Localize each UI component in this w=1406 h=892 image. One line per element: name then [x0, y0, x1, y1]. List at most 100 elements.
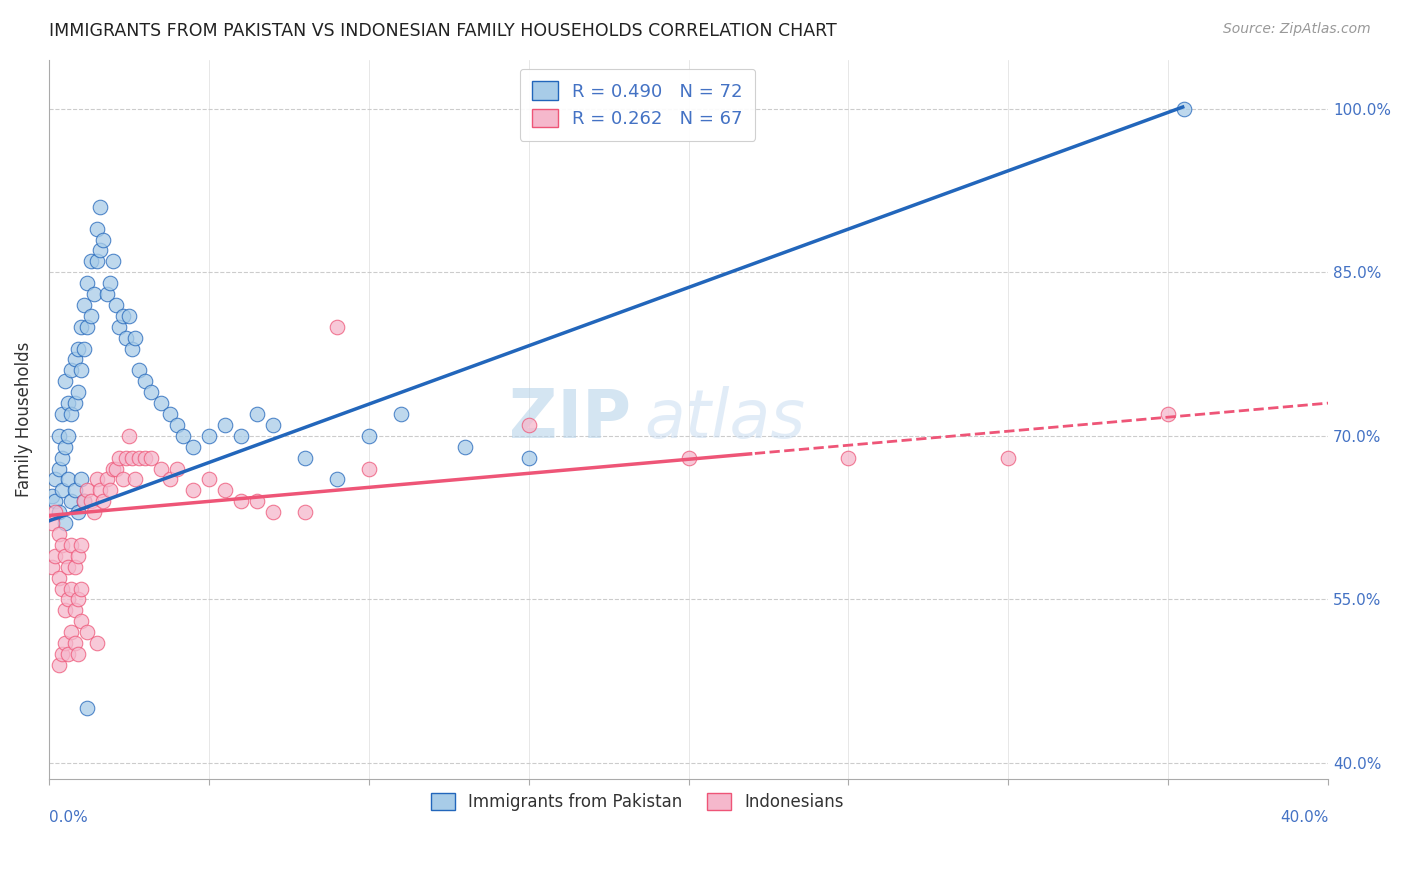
Point: [181, 483, 204, 498]
Point: [118, 429, 141, 443]
Point: [73, 494, 96, 508]
Point: [108, 319, 131, 334]
Point: [48, 657, 70, 672]
Point: [98, 483, 121, 498]
Point: [98, 276, 121, 290]
Point: [326, 472, 349, 486]
Point: [214, 417, 236, 432]
Text: atlas: atlas: [644, 386, 804, 452]
Point: [128, 450, 150, 465]
Point: [83, 287, 105, 301]
Point: [149, 396, 172, 410]
Point: [60, 494, 83, 508]
Point: [63, 483, 86, 498]
Point: [56, 592, 79, 607]
Point: [86, 221, 108, 235]
Point: [51, 450, 73, 465]
Point: [108, 450, 131, 465]
Point: [63, 636, 86, 650]
Point: [389, 407, 412, 421]
Text: IMMIGRANTS FROM PAKISTAN VS INDONESIAN FAMILY HOUSEHOLDS CORRELATION CHART: IMMIGRANTS FROM PAKISTAN VS INDONESIAN F…: [49, 22, 837, 40]
Point: [41, 489, 63, 503]
Point: [105, 298, 128, 312]
Point: [73, 342, 96, 356]
Point: [79, 254, 101, 268]
Point: [56, 396, 79, 410]
Point: [997, 450, 1019, 465]
Point: [53, 516, 76, 530]
Point: [105, 461, 128, 475]
Point: [56, 647, 79, 661]
Point: [166, 461, 188, 475]
Point: [53, 374, 76, 388]
Point: [262, 417, 284, 432]
Point: [96, 472, 118, 486]
Text: Source: ZipAtlas.com: Source: ZipAtlas.com: [1223, 22, 1371, 37]
Point: [60, 407, 83, 421]
Point: [121, 450, 143, 465]
Point: [357, 429, 380, 443]
Point: [86, 472, 108, 486]
Point: [111, 472, 134, 486]
Point: [229, 494, 252, 508]
Point: [86, 636, 108, 650]
Point: [76, 319, 98, 334]
Point: [114, 331, 136, 345]
Point: [101, 461, 124, 475]
Point: [79, 309, 101, 323]
Point: [198, 429, 221, 443]
Point: [63, 352, 86, 367]
Point: [141, 385, 163, 400]
Point: [114, 450, 136, 465]
Point: [51, 647, 73, 661]
Point: [89, 483, 111, 498]
Point: [101, 254, 124, 268]
Text: 0.0%: 0.0%: [49, 810, 87, 825]
Point: [53, 440, 76, 454]
Point: [51, 582, 73, 596]
Point: [48, 429, 70, 443]
Point: [53, 549, 76, 563]
Point: [326, 319, 349, 334]
Point: [76, 483, 98, 498]
Point: [48, 461, 70, 475]
Point: [124, 331, 146, 345]
Point: [48, 527, 70, 541]
Text: 40.0%: 40.0%: [1279, 810, 1329, 825]
Point: [837, 450, 859, 465]
Point: [91, 233, 114, 247]
Point: [124, 472, 146, 486]
Point: [79, 494, 101, 508]
Point: [63, 559, 86, 574]
Point: [149, 461, 172, 475]
Point: [56, 429, 79, 443]
Point: [60, 625, 83, 640]
Point: [76, 625, 98, 640]
Point: [70, 582, 93, 596]
Point: [181, 440, 204, 454]
Point: [141, 450, 163, 465]
Point: [262, 505, 284, 519]
Point: [246, 407, 269, 421]
Point: [1173, 102, 1195, 116]
Point: [96, 287, 118, 301]
Text: ZIP: ZIP: [509, 386, 631, 452]
Point: [51, 538, 73, 552]
Point: [51, 407, 73, 421]
Point: [678, 450, 700, 465]
Point: [159, 472, 181, 486]
Point: [357, 461, 380, 475]
Point: [159, 407, 181, 421]
Point: [89, 200, 111, 214]
Point: [70, 363, 93, 377]
Point: [454, 440, 477, 454]
Point: [66, 342, 89, 356]
Point: [60, 582, 83, 596]
Point: [56, 472, 79, 486]
Point: [44, 505, 66, 519]
Point: [70, 472, 93, 486]
Point: [121, 342, 143, 356]
Point: [76, 276, 98, 290]
Point: [41, 559, 63, 574]
Point: [118, 309, 141, 323]
